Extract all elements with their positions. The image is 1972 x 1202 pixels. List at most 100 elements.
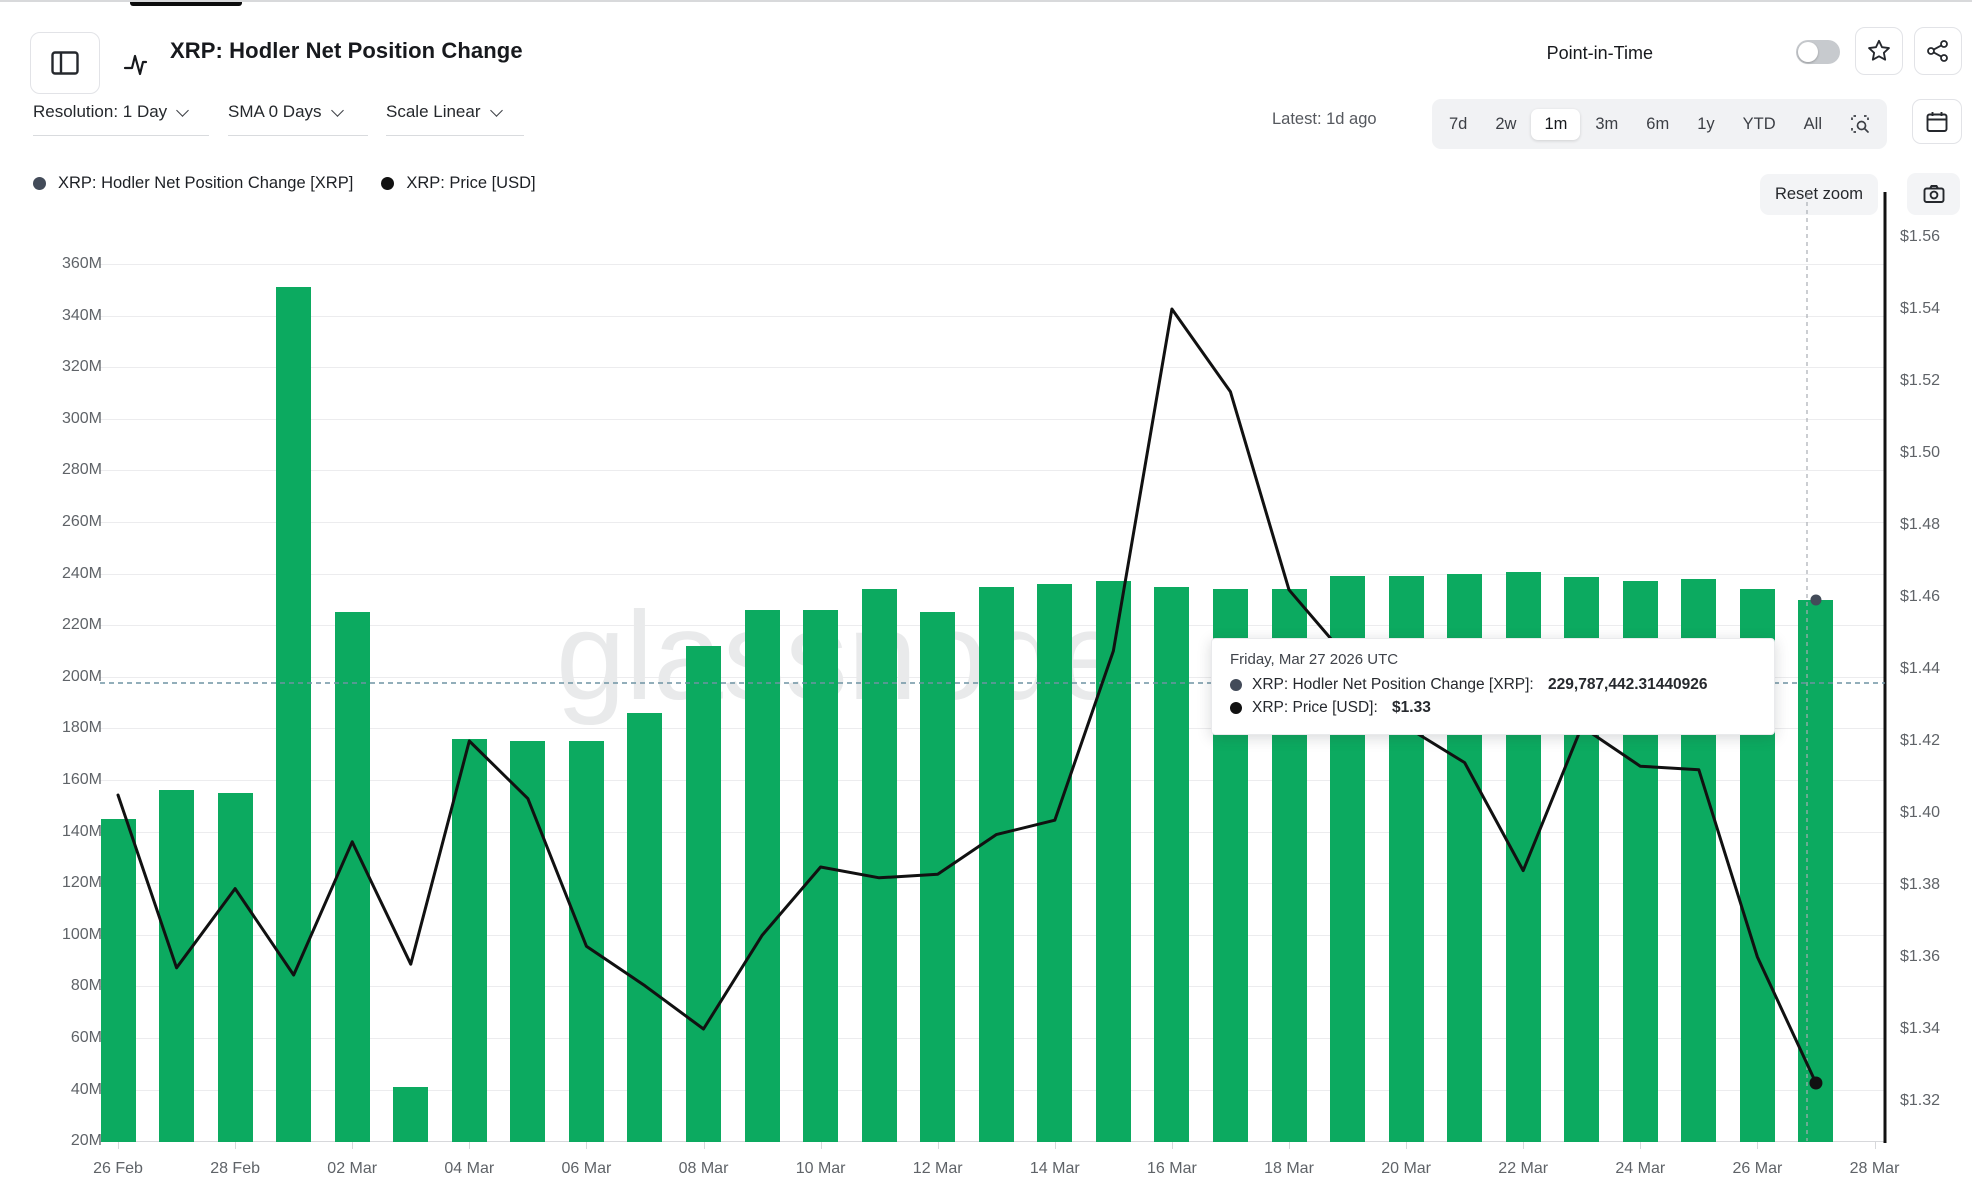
camera-icon bbox=[1923, 185, 1944, 203]
x-axis-label: 26 Mar bbox=[1732, 1160, 1783, 1177]
hodler-bar[interactable] bbox=[1798, 599, 1834, 1142]
x-axis-tick bbox=[469, 1141, 471, 1149]
y-axis-label: 240M bbox=[61, 564, 102, 582]
hodler-bar[interactable] bbox=[568, 741, 604, 1142]
y-axis-label: 280M bbox=[61, 461, 102, 479]
legend-label: XRP: Price [USD] bbox=[406, 174, 536, 192]
hodler-bar[interactable] bbox=[686, 645, 721, 1142]
hodler-bar[interactable] bbox=[803, 609, 839, 1142]
y-axis-label: 340M bbox=[61, 306, 102, 324]
hodler-bar[interactable] bbox=[451, 738, 487, 1142]
hodler-bar[interactable] bbox=[217, 792, 253, 1142]
price-axis-label: $1.48 bbox=[1900, 516, 1941, 533]
price-axis-label: $1.38 bbox=[1900, 876, 1941, 893]
x-axis-label: 10 Mar bbox=[795, 1160, 846, 1177]
x-axis-tick bbox=[1757, 1141, 1759, 1149]
grid-line bbox=[100, 367, 1885, 369]
point-in-time-toggle[interactable] bbox=[1796, 40, 1840, 64]
tooltip-series-label: XRP: Price [USD]: bbox=[1252, 699, 1378, 716]
scale-label: Scale Linear bbox=[386, 102, 481, 121]
y-axis-label: 200M bbox=[61, 667, 102, 685]
x-axis-tick bbox=[1171, 1141, 1173, 1149]
range-button-3m[interactable]: 3m bbox=[1595, 114, 1619, 133]
price-axis-label: $1.52 bbox=[1900, 372, 1941, 389]
range-selector: 7d 2w 1m 3m 6m 1y YTD All bbox=[1432, 99, 1887, 149]
grid-line bbox=[100, 522, 1885, 523]
camera-button[interactable] bbox=[1907, 173, 1960, 215]
tooltip-series-dot bbox=[1230, 679, 1242, 691]
scale-dropdown[interactable]: Scale Linear bbox=[386, 102, 524, 136]
hodler-bar[interactable] bbox=[627, 712, 663, 1142]
page-title: XRP: Hodler Net Position Change bbox=[170, 38, 523, 63]
hodler-bar[interactable] bbox=[276, 287, 312, 1142]
range-button-6m[interactable]: 6m bbox=[1646, 114, 1670, 133]
reset-zoom-button[interactable]: Reset zoom bbox=[1760, 174, 1878, 215]
hodler-bar[interactable] bbox=[861, 589, 897, 1142]
price-axis-label: $1.54 bbox=[1900, 300, 1941, 317]
sidebar-toggle-button[interactable] bbox=[30, 32, 100, 94]
hodler-bar[interactable] bbox=[393, 1087, 429, 1142]
price-axis-label: $1.40 bbox=[1900, 804, 1941, 821]
grid-line bbox=[100, 418, 1885, 420]
y-axis-label: 300M bbox=[61, 409, 102, 427]
hodler-bar[interactable] bbox=[744, 609, 780, 1142]
y-axis-label: 140M bbox=[61, 822, 102, 840]
range-button-1m[interactable]: 1m bbox=[1531, 108, 1581, 140]
sma-dropdown[interactable]: SMA 0 Days bbox=[228, 102, 368, 136]
legend-dot bbox=[381, 177, 395, 190]
x-axis-tick bbox=[703, 1141, 705, 1149]
range-button-all[interactable]: All bbox=[1803, 114, 1822, 133]
tooltip-series-label: XRP: Hodler Net Position Change [XRP]: bbox=[1252, 676, 1534, 693]
pulse-icon bbox=[122, 48, 154, 80]
x-axis-label: 14 Mar bbox=[1029, 1160, 1080, 1177]
x-axis-label: 16 Mar bbox=[1146, 1160, 1197, 1177]
x-axis-tick bbox=[1523, 1141, 1525, 1149]
hodler-bar[interactable] bbox=[920, 612, 956, 1142]
price-axis-label: $1.36 bbox=[1900, 948, 1941, 965]
grid-line bbox=[100, 315, 1885, 317]
chart-legend: XRP: Hodler Net Position Change [XRP] XRP… bbox=[33, 174, 536, 193]
x-axis-label: 08 Mar bbox=[678, 1160, 729, 1177]
grid-line bbox=[100, 264, 1885, 265]
hodler-bar[interactable] bbox=[510, 741, 546, 1142]
hodler-bar[interactable] bbox=[159, 790, 195, 1142]
grid-line bbox=[100, 470, 1885, 472]
star-icon bbox=[1868, 39, 1890, 61]
hodler-bar[interactable] bbox=[978, 586, 1014, 1142]
share-button[interactable] bbox=[1914, 27, 1962, 75]
hodler-bar[interactable] bbox=[100, 818, 136, 1142]
hodler-bar[interactable] bbox=[1037, 583, 1073, 1142]
y-axis-label: 20M bbox=[70, 1132, 102, 1150]
hodler-bar[interactable] bbox=[1154, 586, 1190, 1142]
x-axis-label: 20 Mar bbox=[1381, 1160, 1431, 1177]
range-button-2w[interactable]: 2w bbox=[1495, 114, 1517, 133]
x-axis-tick bbox=[586, 1141, 588, 1149]
zoom-select-icon[interactable] bbox=[1837, 108, 1883, 140]
price-axis-label: $1.46 bbox=[1900, 588, 1941, 605]
price-axis-label: $1.42 bbox=[1900, 732, 1941, 749]
hodler-bar[interactable] bbox=[334, 612, 370, 1142]
x-axis-tick bbox=[118, 1141, 119, 1149]
resolution-dropdown[interactable]: Resolution: 1 Day bbox=[33, 102, 209, 136]
legend-item[interactable]: XRP: Hodler Net Position Change [XRP] bbox=[33, 174, 353, 193]
y-axis-label: 120M bbox=[61, 874, 102, 892]
legend-item[interactable]: XRP: Price [USD] bbox=[381, 174, 536, 193]
resolution-label: Resolution: 1 Day bbox=[33, 102, 168, 121]
range-button-7d[interactable]: 7d bbox=[1449, 114, 1468, 133]
calendar-button[interactable] bbox=[1912, 99, 1962, 144]
share-icon bbox=[1927, 40, 1948, 62]
range-button-ytd[interactable]: YTD bbox=[1742, 114, 1776, 133]
legend-label: XRP: Hodler Net Position Change [XRP] bbox=[58, 174, 354, 192]
hodler-bar[interactable] bbox=[1095, 581, 1131, 1142]
y-axis-label: 360M bbox=[61, 255, 102, 272]
favorite-button[interactable] bbox=[1855, 27, 1903, 75]
x-axis-tick bbox=[1289, 1141, 1290, 1149]
x-axis-label: 28 Feb bbox=[210, 1160, 260, 1177]
x-axis-label: 02 Mar bbox=[327, 1160, 378, 1177]
y-axis-label: 180M bbox=[61, 719, 102, 737]
y-axis-label: 260M bbox=[61, 513, 102, 530]
x-axis-label: 12 Mar bbox=[912, 1160, 963, 1177]
tooltip-row: XRP: Hodler Net Position Change [XRP]: 2… bbox=[1230, 676, 1756, 694]
range-button-1y[interactable]: 1y bbox=[1697, 114, 1715, 133]
x-axis-tick bbox=[235, 1141, 237, 1149]
